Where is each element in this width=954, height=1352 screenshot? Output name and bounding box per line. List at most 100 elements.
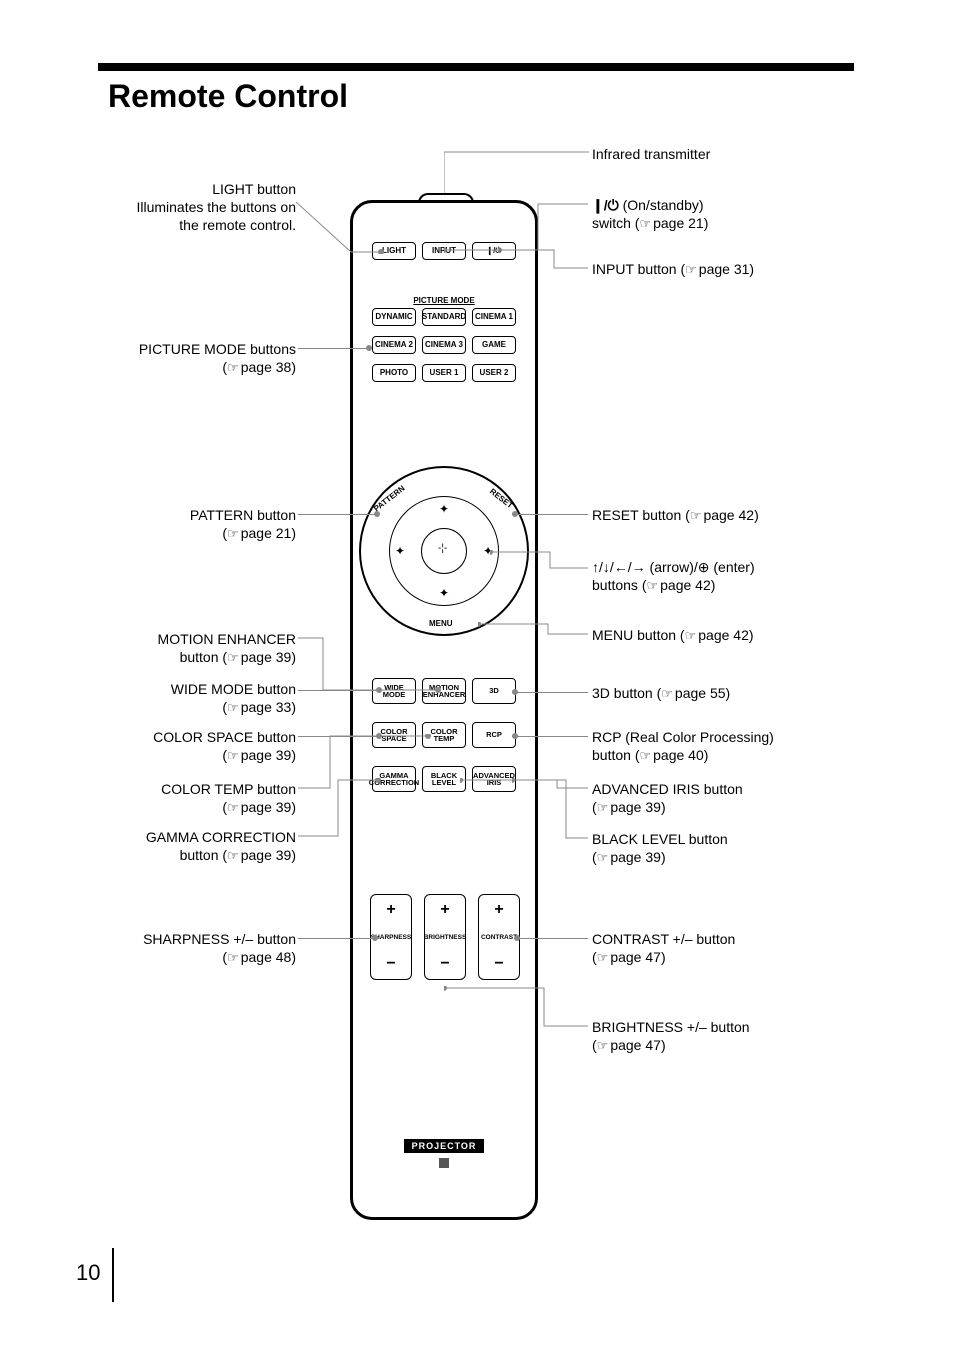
callout-text: WIDE MODE button [98, 680, 296, 698]
ir-lead-line [444, 140, 596, 200]
callout-text: BLACK LEVEL button [592, 830, 832, 848]
callout-text: SHARPNESS +/– button [98, 930, 296, 948]
callout-text: Illuminates the buttons on [98, 198, 296, 216]
pm-row-1: DYNAMIC STANDARD CINEMA 1 [360, 308, 528, 326]
hand-icon [685, 261, 699, 277]
lead-line [478, 622, 590, 638]
hand-icon [227, 747, 241, 763]
lead-dot [514, 935, 520, 941]
callout-text: ADVANCED IRIS button [592, 780, 832, 798]
standard-button[interactable]: STANDARD [422, 308, 466, 326]
callout-text: ↑/↓/←/→ (arrow)/⊕ (enter) [592, 558, 852, 576]
up-arrow-icon[interactable]: ✦ [439, 502, 449, 516]
left-arrow-icon[interactable]: ✦ [395, 544, 405, 558]
lead-line [444, 986, 594, 1030]
callout-text: COLOR TEMP button [98, 780, 296, 798]
hand-icon [690, 507, 704, 523]
projector-label: PROJECTOR [404, 1139, 485, 1153]
callout-ref: INPUT button (page 31) [592, 260, 832, 279]
lead-line [298, 938, 374, 939]
hand-icon [227, 799, 241, 815]
hand-icon [639, 747, 653, 763]
callout-ref: button (page 40) [592, 746, 852, 765]
callout-text: CONTRAST +/– button [592, 930, 832, 948]
callout-reset: RESET button (page 42) [592, 506, 832, 525]
lead-dot [376, 687, 382, 693]
callout-ref: MENU button (page 42) [592, 626, 832, 645]
callout-gamma: GAMMA CORRECTION button (page 39) [98, 828, 296, 865]
callout-text: Infrared transmitter [592, 145, 832, 163]
callout-text: GAMMA CORRECTION [98, 828, 296, 846]
cinema2-button[interactable]: CINEMA 2 [372, 336, 416, 354]
game-button[interactable]: GAME [472, 336, 516, 354]
callout-3d: 3D button (page 55) [592, 684, 832, 703]
callout-ref: buttons (page 42) [592, 576, 852, 595]
user2-button[interactable]: USER 2 [472, 364, 516, 382]
cinema1-button[interactable]: CINEMA 1 [472, 308, 516, 326]
lead-line [298, 348, 368, 349]
lead-line [512, 692, 588, 693]
callout-text: RCP (Real Color Processing) [592, 728, 852, 746]
cinema3-button[interactable]: CINEMA 3 [422, 336, 466, 354]
dynamic-button[interactable]: DYNAMIC [372, 308, 416, 326]
hand-icon [227, 847, 241, 863]
page-title: Remote Control [108, 78, 348, 115]
lead-dot [372, 935, 378, 941]
callout-text: MOTION ENHANCER [98, 630, 296, 648]
lead-line [298, 778, 388, 838]
callout-ref: (page 38) [98, 358, 296, 377]
callout-text: ❙/⏻ (On/standby) [592, 196, 832, 214]
menu-label[interactable]: MENU [429, 619, 453, 628]
hand-icon [685, 627, 699, 643]
minus-icon: − [386, 955, 395, 973]
callout-ref: (page 47) [592, 1036, 832, 1055]
hand-icon [661, 685, 675, 701]
contrast-label: CONTRAST [481, 934, 517, 941]
callout-motion: MOTION ENHANCER button (page 39) [98, 630, 296, 667]
remote-diagram: LIGHT INPUT ❙/⏻ PICTURE MODE DYNAMIC STA… [98, 140, 854, 1220]
brand-mark-icon [439, 1158, 449, 1168]
callout-text: LIGHT button [98, 180, 296, 198]
down-arrow-icon[interactable]: ✦ [439, 586, 449, 600]
rcp-button[interactable]: RCP [472, 722, 516, 748]
callout-text: PICTURE MODE buttons [98, 340, 296, 358]
lead-line [490, 550, 590, 570]
lead-line [296, 202, 386, 254]
photo-button[interactable]: PHOTO [372, 364, 416, 382]
callout-text: COLOR SPACE button [98, 728, 296, 746]
callout-colortemp: COLOR TEMP button (page 39) [98, 780, 296, 817]
hand-icon [227, 359, 241, 375]
callout-ref: 3D button (page 55) [592, 684, 832, 703]
hand-icon [227, 525, 241, 541]
callout-input: INPUT button (page 31) [592, 260, 832, 279]
callout-pattern: PATTERN button (page 21) [98, 506, 296, 543]
callout-arrows: ↑/↓/←/→ (arrow)/⊕ (enter) buttons (page … [592, 558, 852, 595]
callout-ref: switch (page 21) [592, 214, 832, 233]
page-number-rule [112, 1248, 114, 1302]
user1-button[interactable]: USER 1 [422, 364, 466, 382]
callout-blacklevel: BLACK LEVEL button (page 39) [592, 830, 832, 867]
brightness-rocker[interactable]: + BRIGHTNESS − [424, 894, 466, 980]
callout-ir: Infrared transmitter [592, 145, 832, 163]
callout-ref: (page 39) [98, 746, 296, 765]
minus-icon: − [440, 955, 449, 973]
callout-rcp: RCP (Real Color Processing) button (page… [592, 728, 852, 765]
3d-button[interactable]: 3D [472, 678, 516, 704]
lead-line [298, 514, 376, 515]
plus-icon: + [494, 901, 503, 919]
callout-ref: RESET button (page 42) [592, 506, 832, 525]
lead-line [514, 938, 588, 939]
hand-icon [597, 1037, 611, 1053]
hand-icon [646, 577, 660, 593]
lead-line [298, 690, 378, 691]
callout-ref: (page 39) [592, 798, 832, 817]
remote-inner: LIGHT INPUT ❙/⏻ PICTURE MODE DYNAMIC STA… [360, 214, 528, 1208]
callout-power: ❙/⏻ (On/standby) switch (page 21) [592, 196, 832, 233]
callout-ref: (page 33) [98, 698, 296, 717]
callout-ref: (page 39) [592, 848, 832, 867]
callout-sharpness: SHARPNESS +/– button (page 48) [98, 930, 296, 967]
callout-menu: MENU button (page 42) [592, 626, 832, 645]
callout-text: BRIGHTNESS +/– button [592, 1018, 832, 1036]
callout-ref: button (page 39) [98, 648, 296, 667]
projector-badge: PROJECTOR [360, 1136, 528, 1168]
